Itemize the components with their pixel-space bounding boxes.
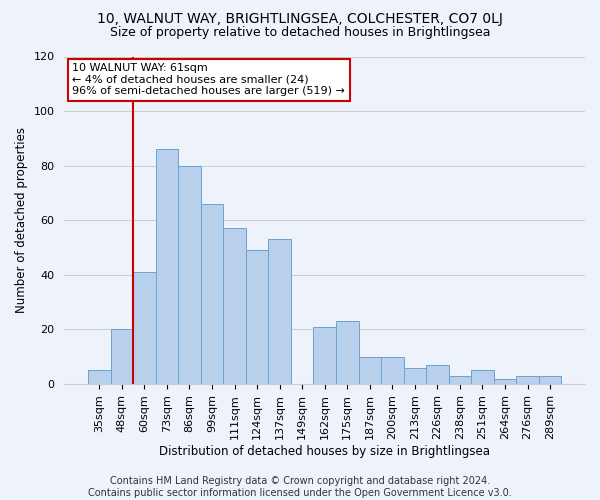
Bar: [133, 272, 155, 384]
Bar: [155, 150, 178, 384]
Text: 10 WALNUT WAY: 61sqm
← 4% of detached houses are smaller (24)
96% of semi-detach: 10 WALNUT WAY: 61sqm ← 4% of detached ho…: [72, 63, 345, 96]
Text: Contains HM Land Registry data © Crown copyright and database right 2024.
Contai: Contains HM Land Registry data © Crown c…: [88, 476, 512, 498]
Bar: [404, 368, 426, 384]
Bar: [88, 370, 110, 384]
Bar: [426, 365, 449, 384]
Text: Size of property relative to detached houses in Brightlingsea: Size of property relative to detached ho…: [110, 26, 490, 39]
Bar: [313, 327, 336, 384]
Bar: [381, 357, 404, 384]
Bar: [246, 250, 268, 384]
X-axis label: Distribution of detached houses by size in Brightlingsea: Distribution of detached houses by size …: [159, 444, 490, 458]
Y-axis label: Number of detached properties: Number of detached properties: [15, 128, 28, 314]
Bar: [359, 357, 381, 384]
Bar: [268, 240, 291, 384]
Bar: [516, 376, 539, 384]
Bar: [223, 228, 246, 384]
Bar: [178, 166, 201, 384]
Bar: [539, 376, 562, 384]
Bar: [494, 378, 516, 384]
Text: 10, WALNUT WAY, BRIGHTLINGSEA, COLCHESTER, CO7 0LJ: 10, WALNUT WAY, BRIGHTLINGSEA, COLCHESTE…: [97, 12, 503, 26]
Bar: [449, 376, 471, 384]
Bar: [201, 204, 223, 384]
Bar: [336, 322, 359, 384]
Bar: [110, 330, 133, 384]
Bar: [471, 370, 494, 384]
